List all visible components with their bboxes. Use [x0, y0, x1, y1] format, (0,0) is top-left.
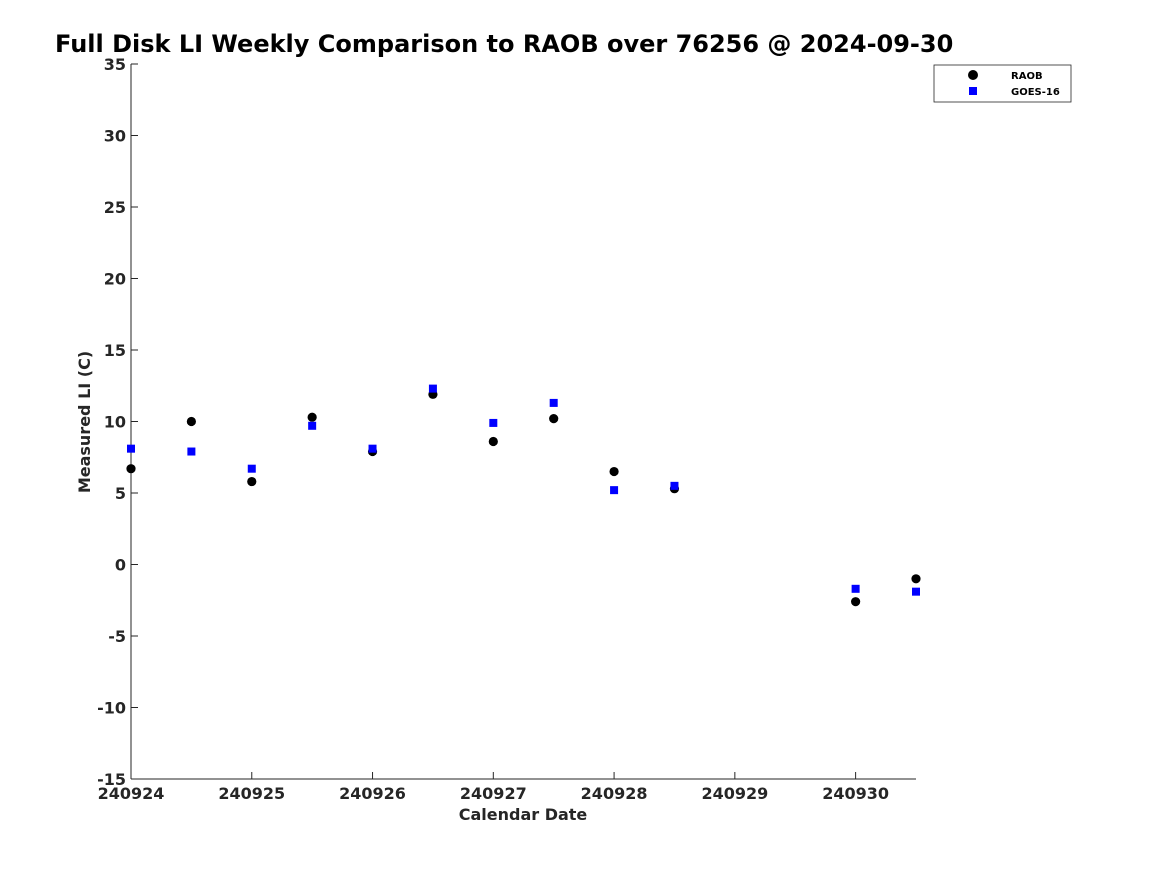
data-point-raob	[851, 597, 861, 607]
legend-box	[933, 64, 1072, 103]
data-point-raob	[609, 466, 619, 477]
y-tick-label: 5	[115, 484, 126, 503]
data-point-goes	[489, 418, 498, 427]
series-raob	[126, 389, 921, 607]
data-point-goes	[912, 587, 920, 596]
y-tick-label: 25	[104, 198, 126, 217]
x-tick-label: 240930	[822, 784, 889, 803]
y-tick-label: 0	[115, 556, 126, 575]
x-tick-label: 240928	[581, 784, 648, 803]
x-axis-label: Calendar Date	[459, 805, 588, 824]
y-tick-label: -15	[97, 770, 126, 789]
data-point-goes	[851, 584, 860, 593]
data-point-goes	[187, 447, 196, 456]
y-tick-label: 30	[104, 127, 126, 146]
chart-title: Full Disk LI Weekly Comparison to RAOB o…	[55, 30, 953, 58]
data-point-goes	[610, 486, 619, 495]
data-point-goes	[428, 384, 437, 393]
data-point-goes	[670, 481, 679, 490]
data-point-raob	[247, 476, 257, 487]
legend-marker-goes	[969, 87, 977, 95]
legend: RAOB GOES-16	[933, 64, 1072, 103]
y-tick-label: -10	[97, 699, 126, 718]
legend-label: RAOB	[1011, 71, 1043, 82]
data-point-raob	[488, 436, 498, 447]
legend-marker-raob	[968, 70, 978, 80]
x-ticks: 240924 240925 240926 240927 240928 240929 2409…	[98, 772, 889, 803]
legend-label: GOES-16	[1011, 87, 1060, 98]
data-point-goes	[247, 464, 256, 473]
series-goes-16	[127, 384, 920, 596]
x-tick-label: 240925	[218, 784, 285, 803]
y-ticks: 35 30 25 20 15 10 5 0 -5 -10 -15	[97, 55, 138, 789]
y-axis-label-group: Measured LI (C)	[75, 351, 94, 493]
data-point-raob	[549, 414, 559, 424]
y-tick-label: 10	[104, 413, 126, 432]
data-point-raob	[186, 416, 196, 427]
data-point-goes	[127, 444, 135, 453]
y-tick-label: 15	[104, 341, 126, 360]
data-point-raob	[126, 464, 136, 474]
y-tick-label: 35	[104, 55, 126, 74]
x-tick-label: 240927	[460, 784, 527, 803]
data-point-goes	[549, 398, 558, 407]
x-tick-label: 240926	[339, 784, 406, 803]
y-tick-label: 20	[104, 270, 126, 289]
axes	[130, 64, 916, 780]
data-point-raob	[911, 574, 921, 584]
y-tick-label: -5	[108, 627, 126, 646]
x-tick-label: 240929	[701, 784, 768, 803]
data-point-goes	[308, 421, 317, 430]
data-point-goes	[368, 444, 377, 453]
y-axis-label: Measured LI (C)	[75, 351, 94, 493]
x-tick-label: 240924	[98, 784, 165, 803]
data-point-raob	[307, 412, 317, 422]
data-points	[126, 384, 921, 607]
